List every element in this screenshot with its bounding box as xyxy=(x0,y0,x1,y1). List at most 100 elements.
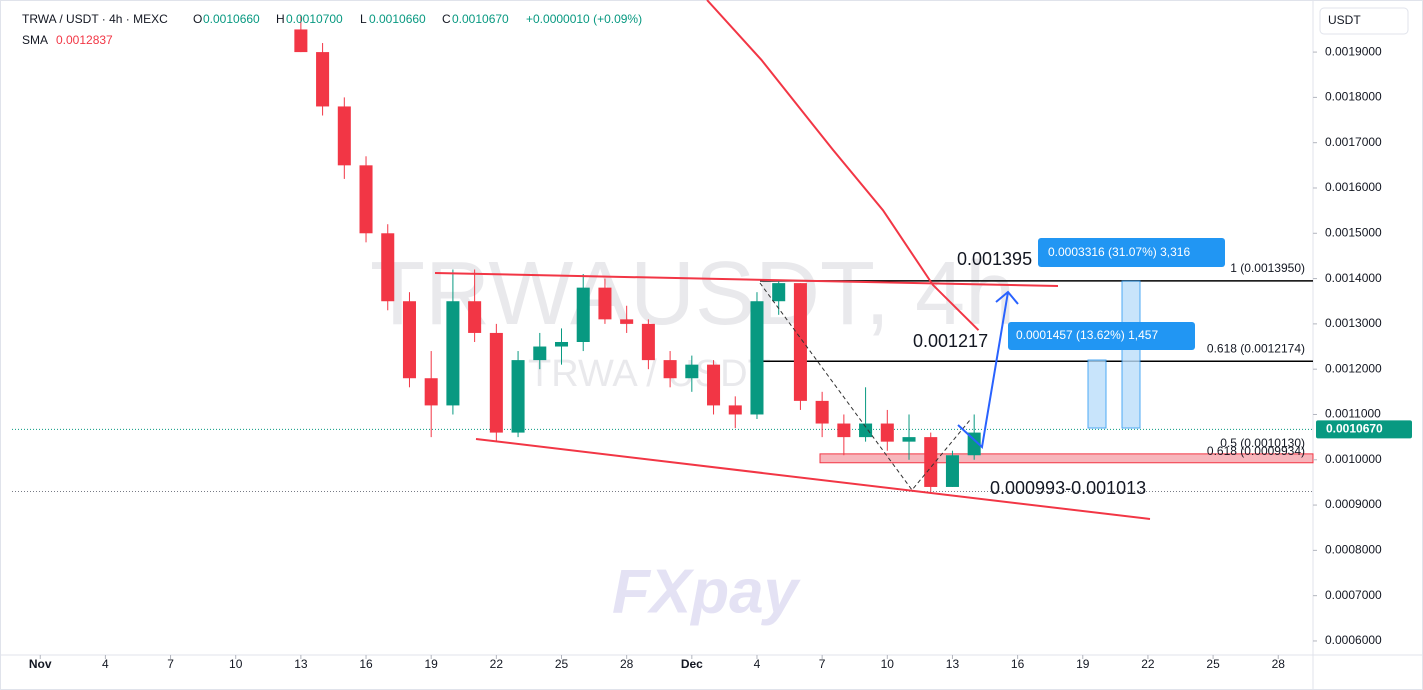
candle-body xyxy=(381,233,395,302)
sma-label: SMA xyxy=(22,33,48,47)
x-tick-label: Nov xyxy=(29,657,52,671)
y-tick-label: 0.0006000 xyxy=(1325,633,1382,647)
measure-box xyxy=(1008,322,1195,350)
candle-body xyxy=(880,423,894,442)
candle-body xyxy=(489,332,503,433)
h-value: 0.0010700 xyxy=(286,12,343,26)
x-tick-label: 13 xyxy=(946,657,960,671)
y-tick-label: 0.0018000 xyxy=(1325,90,1382,104)
candle-body xyxy=(511,360,525,433)
o-value: 0.0010660 xyxy=(203,12,260,26)
x-tick-label: 28 xyxy=(620,657,634,671)
candle-body xyxy=(316,52,330,107)
legend: TRWA / USDT · 4h · MEXC O 0.0010660 H 0.… xyxy=(22,12,642,47)
candle-body xyxy=(728,405,742,415)
x-tick-label: Dec xyxy=(681,657,703,671)
o-label: O xyxy=(193,12,202,26)
l-label: L xyxy=(360,12,367,26)
x-tick-label: 22 xyxy=(1141,657,1155,671)
candle-body xyxy=(707,364,721,406)
candle-body xyxy=(598,287,612,320)
candle-body xyxy=(750,301,764,415)
sma-line xyxy=(706,0,980,331)
arrow-head xyxy=(995,290,1019,305)
x-tick-label: 25 xyxy=(1206,657,1220,671)
trend-line xyxy=(434,272,1059,287)
c-label: C xyxy=(442,12,451,26)
candle-body xyxy=(620,319,634,324)
brand: FXpay xyxy=(612,557,802,626)
x-tick-label: 16 xyxy=(1011,657,1025,671)
candle-body xyxy=(533,346,547,361)
x-tick-label: 7 xyxy=(167,657,174,671)
price-tag-label: 0.0010670 xyxy=(1326,422,1383,436)
dashed-path xyxy=(759,282,971,491)
annotation: 0.000993-0.001013 xyxy=(990,478,1146,498)
candle-body xyxy=(446,301,460,406)
candle-body xyxy=(402,301,416,379)
y-tick-label: 0.0010000 xyxy=(1325,452,1382,466)
currency-box[interactable] xyxy=(1319,7,1409,35)
candle-body xyxy=(641,323,655,361)
y-tick-label: 0.0009000 xyxy=(1325,497,1382,511)
candle-body xyxy=(837,423,851,438)
y-tick-label: 0.0014000 xyxy=(1325,271,1382,285)
fib-label: 0.618 (0.0012174) xyxy=(1207,341,1305,355)
candle-body xyxy=(337,106,351,166)
candle-body xyxy=(924,437,938,487)
fib-zone xyxy=(819,453,1314,464)
annotation: 0.001217 xyxy=(913,331,988,351)
candle-body xyxy=(859,423,873,438)
x-tick-label: 16 xyxy=(359,657,373,671)
measure-label: 0.0001457 (13.62%) 1,457 xyxy=(1016,328,1158,342)
x-tick-label: 28 xyxy=(1272,657,1286,671)
symbol: TRWA / USDT · 4h · MEXC xyxy=(22,12,168,26)
l-value: 0.0010660 xyxy=(369,12,426,26)
y-tick-label: 0.0019000 xyxy=(1325,44,1382,58)
x-tick-label: 7 xyxy=(819,657,826,671)
y-tick-label: 0.0008000 xyxy=(1325,543,1382,557)
candle-body xyxy=(945,455,959,487)
y-tick-label: 0.0012000 xyxy=(1325,361,1382,375)
drawings: 0.0003316 (31.07%) 3,316 0.0001457 (13.6… xyxy=(434,238,1225,520)
x-tick-label: 22 xyxy=(490,657,504,671)
c-value: 0.0010670 xyxy=(452,12,509,26)
change: +0.0000010 (+0.09%) xyxy=(526,12,642,26)
candle-body xyxy=(967,432,981,456)
candle-body xyxy=(424,378,438,406)
candle-body xyxy=(772,283,786,302)
currency[interactable]: USDT xyxy=(1328,13,1361,27)
candle-body xyxy=(663,360,677,379)
price-tag xyxy=(1316,420,1412,439)
candle-body xyxy=(554,341,569,347)
annotation: 0.001395 xyxy=(957,249,1032,269)
fib-label: 0.5 (0.0010130) xyxy=(1220,436,1305,450)
trend-line xyxy=(475,438,1151,520)
watermark: TRWAUSDT, 4h xyxy=(370,244,1015,344)
candle-body xyxy=(294,29,308,53)
y-tick-label: 0.0007000 xyxy=(1325,588,1382,602)
candle-body xyxy=(359,165,373,234)
y-tick-label: 0.0011000 xyxy=(1325,407,1381,421)
candle-body xyxy=(576,287,590,342)
candle-body xyxy=(815,400,829,424)
x-tick-label: 4 xyxy=(102,657,109,671)
x-tick-label: 13 xyxy=(294,657,308,671)
candle-body xyxy=(468,301,482,333)
sma-value: 0.0012837 xyxy=(56,33,113,47)
fib-label: 0.618 (0.0009934) xyxy=(1207,444,1305,458)
y-tick-label: 0.0017000 xyxy=(1325,135,1382,149)
candle-body xyxy=(685,364,699,379)
x-tick-label: 10 xyxy=(229,657,243,671)
candle-body xyxy=(793,283,807,401)
y-tick-label: 0.0016000 xyxy=(1325,180,1382,194)
measure-bar xyxy=(1121,280,1141,429)
fib-label: 1 (0.0013950) xyxy=(1230,261,1305,275)
y-tick-label: 0.0013000 xyxy=(1325,316,1382,330)
measure-label: 0.0003316 (31.07%) 3,316 xyxy=(1048,245,1190,259)
arrow xyxy=(957,291,1009,449)
x-tick-label: 4 xyxy=(754,657,761,671)
x-tick-label: 19 xyxy=(425,657,439,671)
x-tick-label: 10 xyxy=(881,657,895,671)
